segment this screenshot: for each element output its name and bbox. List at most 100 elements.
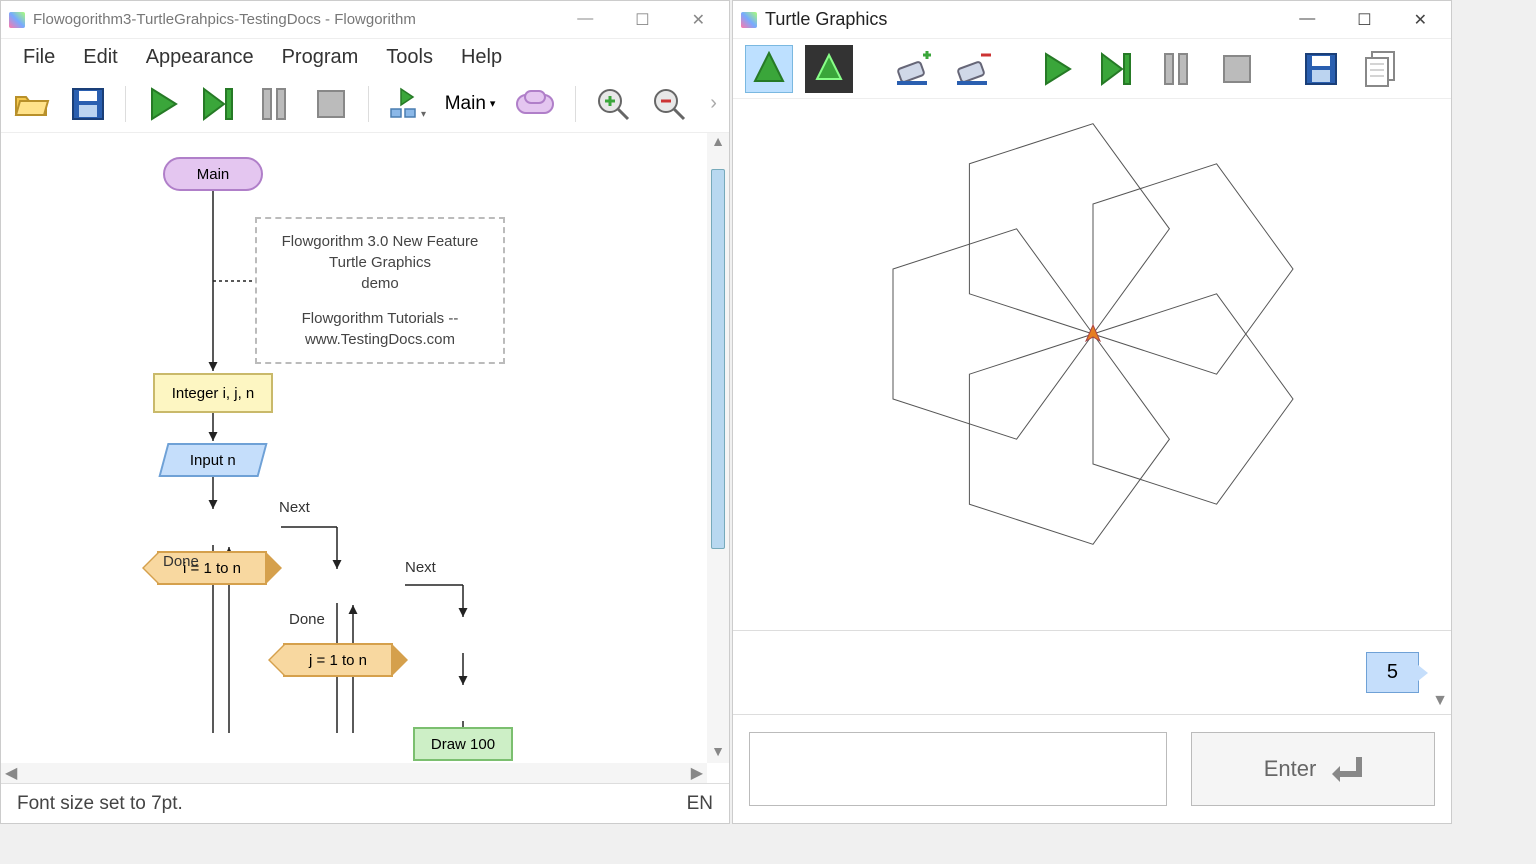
erase-add-button[interactable] — [889, 45, 937, 93]
flowchart-draw-call[interactable]: Draw 100 — [413, 727, 513, 761]
turtle-up-icon — [813, 51, 845, 87]
output-bubble: 5 — [1366, 652, 1419, 693]
play-icon — [1042, 52, 1072, 86]
turtle-drawing — [733, 99, 1453, 569]
window-title: Flowogorithm3-TurtleGrahpics-TestingDocs… — [33, 11, 571, 28]
turtle-dark-button[interactable] — [805, 45, 853, 93]
maximize-button[interactable]: ☐ — [629, 10, 655, 30]
run-button[interactable] — [1033, 45, 1081, 93]
eraser-minus-icon — [953, 49, 993, 89]
loop-done-label: Done — [289, 611, 325, 628]
maximize-button[interactable]: ☐ — [1351, 10, 1377, 30]
flowchart-main-terminal[interactable]: Main — [163, 157, 263, 191]
titlebar: Turtle Graphics — ☐ ✕ — [733, 1, 1451, 39]
function-selector-label: Main — [445, 93, 486, 115]
pause-button[interactable] — [256, 82, 294, 126]
titlebar: Flowogorithm3-TurtleGrahpics-TestingDocs… — [1, 1, 729, 39]
flowchart-comment[interactable]: Flowgorithm 3.0 New Feature Turtle Graph… — [255, 217, 505, 364]
toolbar-separator — [368, 86, 369, 122]
pause-icon — [1163, 52, 1191, 86]
svg-text:▾: ▾ — [421, 109, 426, 120]
eraser-plus-icon — [893, 49, 933, 89]
save-icon — [1304, 52, 1338, 86]
input-field[interactable] — [749, 732, 1167, 806]
erase-remove-button[interactable] — [949, 45, 997, 93]
zoom-out-button[interactable] — [650, 82, 688, 126]
toolbar-overflow-icon[interactable]: › — [710, 92, 717, 115]
layout-icon: ▾ — [387, 87, 427, 121]
toolbar-separator — [575, 86, 576, 122]
toolbar: ▾ Main ▾ › — [1, 75, 729, 133]
status-text: Font size set to 7pt. — [17, 793, 183, 815]
turtle-up-icon — [753, 51, 785, 87]
save-icon — [71, 87, 105, 121]
turtle-light-button[interactable] — [745, 45, 793, 93]
vertical-scrollbar[interactable]: ▲ ▼ — [707, 133, 729, 763]
stop-icon — [316, 89, 346, 119]
turtle-graphics-window: Turtle Graphics — ☐ ✕ — [732, 0, 1452, 824]
menu-edit[interactable]: Edit — [73, 42, 127, 73]
zoom-in-icon — [596, 87, 630, 121]
close-button[interactable]: ✕ — [1408, 10, 1433, 30]
scroll-left-icon[interactable]: ◀ — [5, 763, 17, 783]
chevron-down-icon: ▾ — [490, 97, 496, 110]
output-scrollbar[interactable]: ▼ — [1429, 631, 1451, 714]
zoom-out-icon — [652, 87, 686, 121]
layout-button[interactable]: ▾ — [387, 82, 427, 126]
step-icon — [1100, 52, 1134, 86]
flowchart-declare[interactable]: Integer i, j, n — [153, 373, 273, 413]
zoom-in-button[interactable] — [594, 82, 632, 126]
step-button[interactable] — [1093, 45, 1141, 93]
statusbar: Font size set to 7pt. EN — [1, 783, 729, 823]
toolbar — [733, 39, 1451, 99]
step-icon — [202, 87, 236, 121]
enter-button[interactable]: Enter — [1191, 732, 1435, 806]
scroll-up-icon[interactable]: ▲ — [711, 133, 725, 153]
minimize-button[interactable]: — — [571, 10, 599, 30]
enter-icon — [1330, 755, 1362, 783]
input-area: Enter — [733, 715, 1451, 823]
menu-help[interactable]: Help — [451, 42, 512, 73]
scroll-right-icon[interactable]: ▶ — [691, 763, 703, 783]
scrollbar-thumb[interactable] — [711, 169, 725, 549]
window-controls: — ☐ ✕ — [1293, 10, 1433, 30]
scroll-down-icon[interactable]: ▼ — [711, 743, 725, 763]
flowchart-loop-inner[interactable]: j = 1 to n — [283, 643, 393, 677]
close-button[interactable]: ✕ — [686, 10, 711, 30]
copy-icon — [1364, 50, 1398, 88]
stop-button[interactable] — [312, 82, 350, 126]
step-button[interactable] — [200, 82, 238, 126]
open-button[interactable] — [13, 82, 51, 126]
turtle-canvas[interactable] — [733, 99, 1451, 631]
horizontal-scrollbar[interactable]: ◀ ▶ — [1, 763, 707, 783]
folder-open-icon — [14, 89, 50, 119]
menu-file[interactable]: File — [13, 42, 65, 73]
flowgorithm-window: Flowogorithm3-TurtleGrahpics-TestingDocs… — [0, 0, 730, 824]
run-button[interactable] — [144, 82, 182, 126]
window-title: Turtle Graphics — [765, 9, 1293, 30]
menu-tools[interactable]: Tools — [376, 42, 443, 73]
menu-appearance[interactable]: Appearance — [136, 42, 264, 73]
status-language: EN — [687, 793, 713, 815]
enter-button-label: Enter — [1264, 756, 1317, 782]
app-icon — [741, 12, 757, 28]
menubar: File Edit Appearance Program Tools Help — [1, 39, 729, 75]
terminal-shape-icon — [513, 89, 557, 119]
menu-program[interactable]: Program — [272, 42, 369, 73]
save-image-button[interactable] — [1297, 45, 1345, 93]
stop-icon — [1222, 54, 1252, 84]
save-button[interactable] — [69, 82, 107, 126]
output-area: 5 ▼ — [733, 631, 1451, 715]
flowchart-input[interactable]: Input n — [158, 443, 267, 477]
toolbar-separator — [125, 86, 126, 122]
app-icon — [9, 12, 25, 28]
copy-button[interactable] — [1357, 45, 1405, 93]
stop-button[interactable] — [1213, 45, 1261, 93]
minimize-button[interactable]: — — [1293, 10, 1321, 30]
flowchart-canvas[interactable]: Main Flowgorithm 3.0 New Feature Turtle … — [1, 133, 729, 783]
add-function-button[interactable] — [513, 82, 557, 126]
loop-next-label: Next — [405, 559, 436, 576]
function-selector[interactable]: Main ▾ — [445, 93, 496, 115]
window-controls: — ☐ ✕ — [571, 10, 711, 30]
pause-button[interactable] — [1153, 45, 1201, 93]
